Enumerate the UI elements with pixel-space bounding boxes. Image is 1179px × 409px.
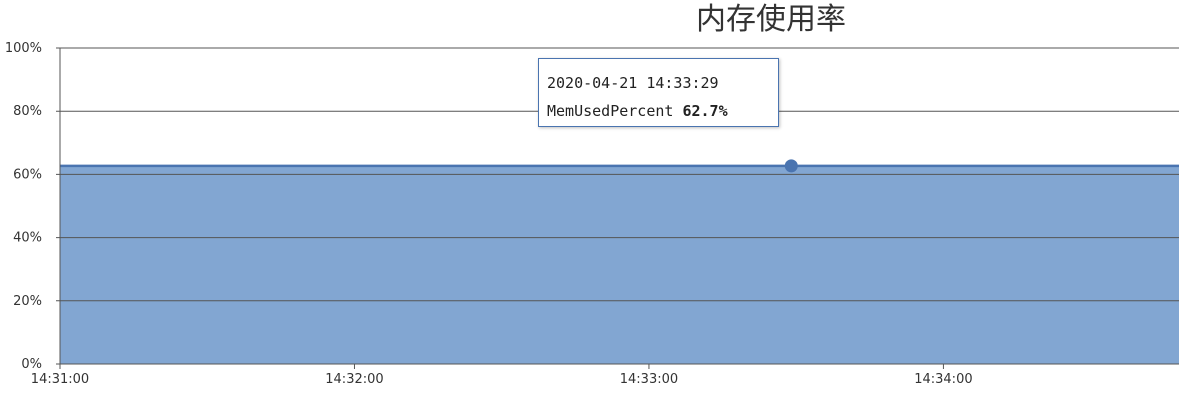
- tooltip-timestamp: 2020-04-21 14:33:29: [547, 74, 719, 92]
- x-tick-label: 14:33:00: [620, 372, 678, 387]
- series-area-0: [60, 165, 1179, 364]
- grid-lines: [56, 47, 1179, 365]
- tooltip-value: 62.7%: [682, 102, 728, 120]
- y-tick-label: 20%: [13, 294, 42, 309]
- data-tooltip: 2020-04-21 14:33:29 MemUsedPercent 62.7%: [538, 58, 779, 127]
- y-tick-label: 100%: [5, 41, 42, 56]
- area-series: [60, 164, 1179, 364]
- y-tick-label: 80%: [13, 104, 42, 119]
- chart-title: 内存使用率: [696, 2, 846, 37]
- hover-marker: [784, 159, 798, 173]
- x-axis-labels: 14:31:00 14:32:00 14:33:00 14:34:00: [31, 364, 973, 387]
- y-tick-label: 60%: [13, 167, 42, 182]
- y-tick-label: 40%: [13, 231, 42, 246]
- tooltip-series-name: MemUsedPercent: [547, 102, 674, 120]
- y-tick-label: 0%: [21, 357, 42, 372]
- x-tick-label: 14:31:00: [31, 372, 89, 387]
- x-tick-label: 14:34:00: [914, 372, 972, 387]
- y-axis-labels: 0% 20% 40% 60% 80% 100%: [5, 41, 42, 372]
- x-tick-label: 14:32:00: [325, 372, 383, 387]
- tooltip-value-row: MemUsedPercent 62.7%: [547, 97, 770, 125]
- highlight-point: [784, 159, 798, 173]
